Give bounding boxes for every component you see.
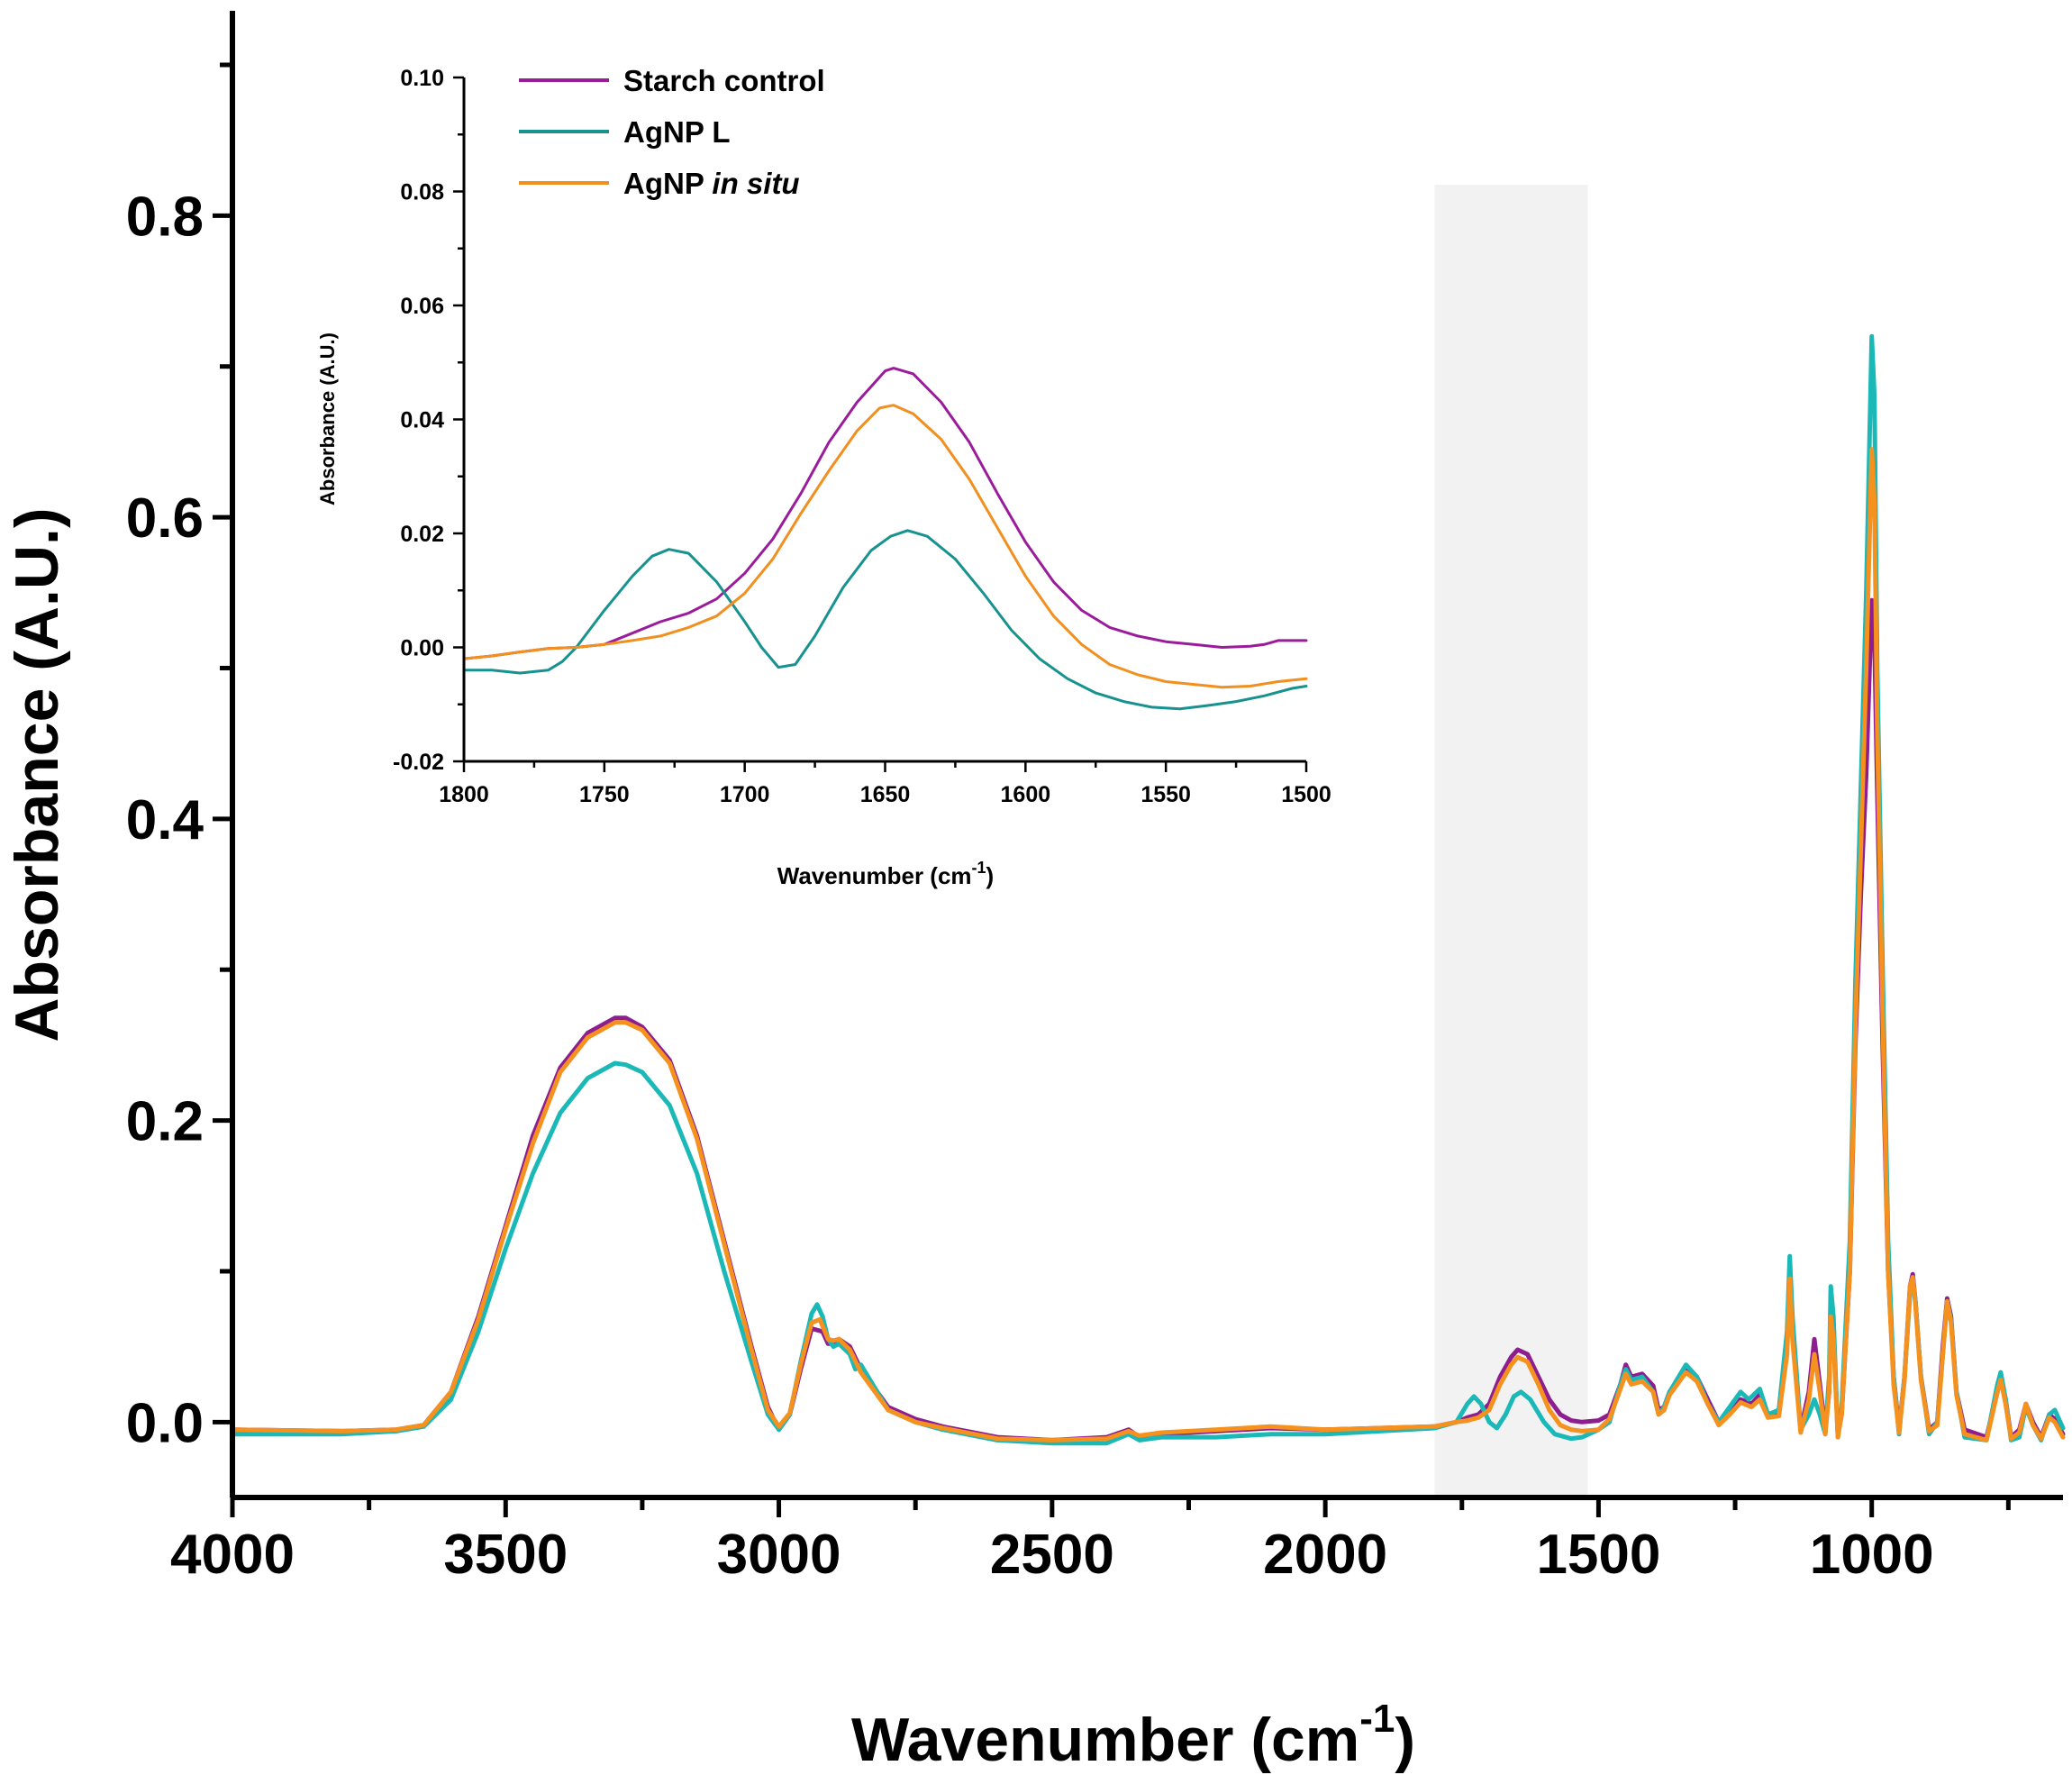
inset-y-axis-label: Absorbance (A.U.) (316, 332, 339, 505)
inset-y-tick-labels: -0.02 0.00 0.02 0.04 0.06 0.08 0.10 (393, 66, 444, 775)
inset-y-tick-label: 0.04 (400, 408, 444, 433)
main-x-tick-label: 3500 (443, 1524, 568, 1586)
inset-x-tick-label: 1800 (439, 782, 489, 807)
inset-x-tick-label: 1600 (1001, 782, 1051, 807)
main-x-tick-label: 1000 (1810, 1524, 1934, 1586)
main-x-axis-label: Wavenumber (cm-1) (851, 1697, 1415, 1774)
main-x-tick-label: 1500 (1536, 1524, 1660, 1586)
highlight-region (1434, 185, 1588, 1497)
inset-y-tick-label: 0.06 (400, 294, 444, 319)
main-y-axis-label: Absorbance (A.U.) (3, 507, 71, 1042)
main-x-tick-label: 4000 (170, 1524, 295, 1586)
inset-chart: 1800 1750 1700 1650 1600 1550 1500 -0.02 0.00 0.… (316, 64, 1331, 889)
main-axes (213, 11, 2063, 1517)
inset-y-tick-label: -0.02 (393, 750, 444, 775)
legend-label-agnp-l: AgNP L (623, 115, 731, 149)
inset-axes (453, 76, 1308, 772)
legend-label-agnp-in-situ: AgNP in situ (623, 167, 800, 200)
inset-y-tick-label: 0.00 (400, 636, 444, 661)
inset-series-line-agnp-in-situ (462, 404, 1308, 689)
main-x-tick-label: 2500 (990, 1524, 1114, 1586)
main-x-tick-label: 2000 (1263, 1524, 1387, 1586)
inset-y-tick-label: 0.08 (400, 180, 444, 205)
main-x-tick-label: 3000 (717, 1524, 841, 1586)
main-y-tick-label: 0.8 (126, 186, 204, 248)
legend-label-starch-control: Starch control (623, 64, 825, 97)
main-chart: 4000 3500 3000 2500 2000 1500 1000 0.00.20.40.… (3, 11, 2066, 1774)
inset-x-tick-label: 1500 (1281, 782, 1331, 807)
main-x-tick-labels: 4000 3500 3000 2500 2000 1500 1000 (170, 1524, 1934, 1586)
inset-series-line-agnp-l (462, 529, 1308, 711)
inset-x-tick-label: 1650 (860, 782, 911, 807)
main-y-tick-label: 0.0 (126, 1392, 204, 1454)
main-y-tick-label: 0.6 (126, 487, 204, 550)
main-series-line-agnp-in-situ (230, 447, 2066, 1443)
main-y-tick-labels: 0.0 0.2 0.4 0.6 0.8 (126, 186, 204, 1454)
inset-y-tick-label: 0.10 (400, 66, 444, 91)
inset-y-tick-label: 0.02 (400, 522, 444, 547)
inset-x-tick-label: 1550 (1141, 782, 1191, 807)
inset-series-group (462, 367, 1308, 711)
inset-x-tick-labels: 1800 1750 1700 1650 1600 1550 1500 (439, 782, 1331, 807)
main-series-group (230, 333, 2066, 1446)
inset-x-tick-label: 1750 (579, 782, 630, 807)
main-y-tick-label: 0.4 (126, 789, 204, 851)
inset-x-axis-label: Wavenumber (cm-1) (777, 859, 994, 889)
inset-series-line-starch-control (462, 367, 1308, 660)
legend: Starch control AgNP L AgNP in situ (519, 64, 825, 200)
inset-x-tick-label: 1700 (720, 782, 770, 807)
main-y-tick-label: 0.2 (126, 1091, 204, 1153)
